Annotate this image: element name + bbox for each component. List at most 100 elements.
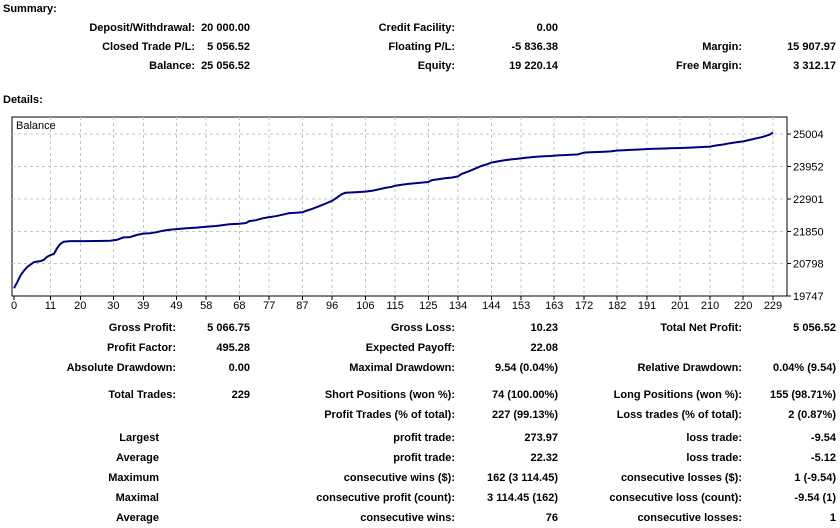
value-col1 [195,428,250,448]
value-col2: 0.00 [536,22,558,34]
label-col2: profit trade: [393,452,455,464]
chart-y-tick-labels: 19747 20798 21850 22901 23952 25004 [793,129,824,303]
label-col2: Floating P/L: [388,41,455,53]
value-col2: 162 (3 114.45) [487,472,558,484]
stat-row: Balance: 25 056.52 Equity: 19 220.14 Free Ma… [0,57,836,76]
label-col3: consecutive loss (count): [609,492,742,504]
label-col1: Average [115,512,159,524]
value-col2: 74 (100.00%) [491,389,558,401]
label-col2: Credit Facility: [378,22,455,34]
stat-row: Largest profit trade: 273.97 loss trade: -9.… [0,428,836,448]
svg-text:172: 172 [575,300,593,312]
label-col1: Balance: [149,60,195,72]
svg-text:201: 201 [671,300,689,312]
svg-text:182: 182 [608,300,626,312]
value-col3: 0.04% (9.54) [773,362,836,374]
value-col3: 2 (0.87%) [788,409,836,421]
label-col3: Long Positions (won %): [613,389,742,401]
value-col3 [742,338,836,358]
label-col2: profit trade: [393,432,455,444]
svg-text:22901: 22901 [793,194,824,206]
stat-row: Maximum consecutive wins ($): 162 (3 114.4… [0,468,836,488]
label-col2: Profit Trades (% of total): [324,409,455,421]
label-col1: Total Trades: [108,389,176,401]
chart-axis-ticks [13,133,791,300]
value-col3: 155 (98.71%) [769,389,836,401]
details-section: Gross Profit: 5 066.75 Gross Loss: 10.23 Tot… [0,318,836,528]
svg-text:106: 106 [356,300,374,312]
svg-text:125: 125 [419,300,437,312]
value-col1: 25 056.52 [201,60,250,72]
svg-text:163: 163 [545,300,563,312]
stat-row: Gross Profit: 5 066.75 Gross Loss: 10.23 Tot… [0,318,836,338]
svg-text:134: 134 [449,300,467,312]
svg-text:96: 96 [326,300,338,312]
svg-text:39: 39 [137,300,149,312]
label-col1: Maximum [108,472,159,484]
svg-text:144: 144 [482,300,500,312]
value-col1: 5 056.52 [207,41,250,53]
svg-text:25004: 25004 [793,129,824,141]
stat-row: Deposit/Withdrawal: 20 000.00 Credit Facil… [0,19,836,38]
stat-row: Profit Factor: 495.28 Expected Payoff: 22.0… [0,338,836,358]
value-col2: 10.23 [530,322,558,334]
svg-text:220: 220 [734,300,752,312]
svg-text:210: 210 [701,300,719,312]
label-col3: Relative Drawdown: [637,362,742,374]
balance-chart: 0 11 20 30 39 49 58 68 77 87 96 106 115 125 134 144 153 1… [0,112,840,312]
label-col3: loss trade: [686,452,742,464]
label-col3: Free Margin: [675,60,742,72]
value-col1: 229 [231,389,250,401]
stat-row: Average consecutive wins: 76 consecutive lo… [0,508,836,528]
label-col1: Deposit/Withdrawal: [89,22,195,34]
label-col1 [0,405,195,425]
label-col3: Total Net Profit: [660,322,742,334]
stat-row: Total Trades: 229 Short Positions (won %):… [0,385,836,405]
value-col1 [195,448,250,468]
value-col2: 19 220.14 [509,60,558,72]
stat-row: Closed Trade P/L: 5 056.52 Floating P/L: -5… [0,38,836,57]
label-col2: Equity: [417,60,455,72]
label-col1: Average [115,452,159,464]
label-col3: consecutive losses: [637,512,742,524]
value-col2: 22.08 [530,342,558,354]
label-col3: Loss trades (% of total): [616,409,742,421]
value-col1 [195,508,250,528]
value-col1 [195,468,250,488]
svg-text:153: 153 [512,300,530,312]
value-col3: -5.12 [810,452,836,464]
value-col2: 9.54 (0.04%) [495,362,558,374]
value-col1: 0.00 [228,362,250,374]
value-col3: 1 [829,512,836,524]
label-col3: Margin: [702,41,742,53]
label-col1: Gross Profit: [108,322,176,334]
label-col1: Absolute Drawdown: [66,362,176,374]
label-col1: Profit Factor: [106,342,176,354]
svg-text:229: 229 [764,300,782,312]
svg-text:191: 191 [638,300,656,312]
value-col1: 20 000.00 [201,22,250,34]
label-col3: loss trade: [686,432,742,444]
svg-text:19747: 19747 [793,291,824,303]
svg-text:23952: 23952 [793,162,824,174]
value-col2: 3 114.45 (162) [487,492,558,504]
value-col2: 76 [545,512,558,524]
label-col2: Maximal Drawdown: [349,362,455,374]
svg-text:77: 77 [263,300,275,312]
value-col3: 5 056.52 [793,322,836,334]
svg-text:21850: 21850 [793,226,824,238]
label-col3 [558,338,742,358]
label-col2: consecutive wins: [360,512,455,524]
value-col2: 22.32 [530,452,558,464]
stat-row: Average profit trade: 22.32 loss trade: -5.1… [0,448,836,468]
chart-x-tick-labels: 0 11 20 30 39 49 58 68 77 87 96 106 115 125 134 144 153 1… [11,300,782,312]
value-col2: 273.97 [524,432,558,444]
value-col2: 227 (99.13%) [491,409,558,421]
label-col2: consecutive profit (count): [316,492,455,504]
svg-text:58: 58 [200,300,212,312]
svg-text:68: 68 [233,300,245,312]
summary-section: Deposit/Withdrawal: 20 000.00 Credit Facil… [0,19,836,76]
balance-line [13,131,774,289]
details-section-title: Details: [3,94,43,106]
